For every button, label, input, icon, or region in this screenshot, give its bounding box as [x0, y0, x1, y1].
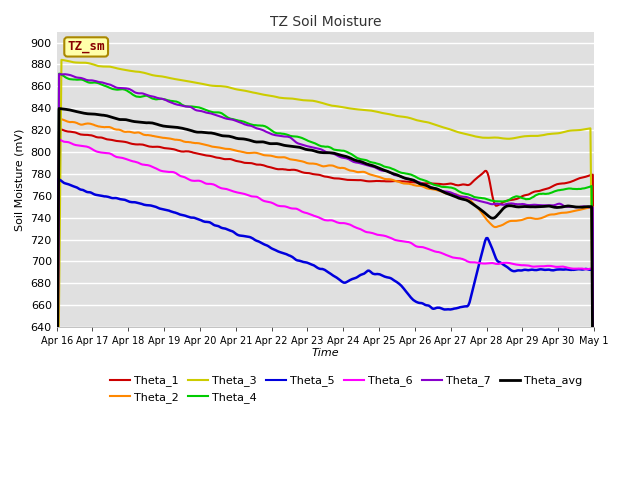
Theta_avg	[55, 106, 63, 111]
Theta_7	[583, 204, 591, 210]
Theta_4	[443, 184, 451, 190]
Theta_4	[114, 87, 122, 93]
Theta_6	[568, 266, 576, 272]
Theta_4	[53, 452, 61, 458]
Theta_6	[583, 266, 591, 272]
Theta_4	[583, 185, 591, 191]
Theta_7	[590, 409, 598, 415]
Theta_avg	[144, 120, 152, 126]
Theta_7	[443, 189, 451, 194]
Line: Theta_7: Theta_7	[57, 74, 594, 480]
Theta_5	[53, 459, 61, 465]
Theta_7	[357, 160, 365, 166]
Theta_1	[590, 385, 598, 391]
Theta_3	[568, 128, 576, 133]
Theta_5	[583, 266, 591, 272]
Line: Theta_1: Theta_1	[57, 129, 594, 480]
Theta_5	[114, 195, 122, 201]
Theta_avg	[583, 204, 591, 210]
Theta_avg	[568, 204, 576, 209]
Theta_2	[443, 191, 451, 196]
Legend: Theta_1, Theta_2, Theta_3, Theta_4, Theta_5, Theta_6, Theta_7, Theta_avg: Theta_1, Theta_2, Theta_3, Theta_4, Thet…	[105, 371, 587, 408]
Theta_3	[357, 107, 365, 113]
Theta_4	[568, 186, 576, 192]
Line: Theta_6: Theta_6	[57, 139, 594, 480]
Theta_2	[114, 127, 122, 132]
Line: Theta_avg: Theta_avg	[57, 108, 594, 480]
Theta_1	[55, 126, 63, 132]
Theta_2	[583, 205, 591, 211]
Theta_3	[590, 463, 598, 468]
Theta_1	[357, 177, 365, 183]
Theta_2	[568, 208, 576, 214]
Theta_5	[357, 272, 365, 278]
Theta_2	[144, 132, 152, 138]
Line: Theta_2: Theta_2	[57, 119, 594, 480]
Theta_1	[114, 138, 122, 144]
Theta_avg	[443, 191, 451, 196]
Theta_4	[357, 156, 365, 162]
Theta_7	[114, 85, 122, 91]
Theta_5	[144, 203, 152, 208]
Theta_1	[583, 173, 591, 179]
Theta_5	[568, 267, 576, 273]
Theta_7	[55, 71, 63, 77]
Theta_4	[144, 93, 152, 99]
Text: TZ_sm: TZ_sm	[67, 40, 105, 53]
Theta_avg	[357, 159, 365, 165]
Theta_6	[357, 227, 365, 232]
Theta_2	[590, 409, 598, 415]
Theta_1	[443, 181, 451, 187]
Line: Theta_3: Theta_3	[57, 60, 594, 480]
Theta_6	[114, 155, 122, 160]
Theta_6	[443, 252, 451, 258]
Line: Theta_5: Theta_5	[57, 180, 594, 480]
Theta_7	[144, 93, 152, 98]
Line: Theta_4: Theta_4	[57, 73, 594, 480]
Theta_6	[55, 136, 63, 142]
Theta_1	[144, 143, 152, 149]
Y-axis label: Soil Moisture (mV): Soil Moisture (mV)	[15, 128, 25, 230]
Theta_2	[56, 116, 64, 122]
Theta_3	[144, 71, 152, 77]
Theta_6	[590, 455, 598, 461]
Theta_6	[144, 162, 152, 168]
Theta_7	[568, 204, 576, 210]
Theta_5	[443, 307, 451, 312]
Theta_1	[568, 179, 576, 184]
Theta_3	[583, 126, 591, 132]
Theta_3	[114, 66, 122, 72]
X-axis label: Time: Time	[312, 348, 339, 358]
Title: TZ Soil Moisture: TZ Soil Moisture	[269, 15, 381, 29]
Theta_avg	[53, 473, 61, 479]
Theta_2	[357, 169, 365, 175]
Theta_3	[58, 57, 65, 63]
Theta_3	[443, 125, 451, 131]
Theta_4	[55, 71, 63, 76]
Theta_5	[54, 177, 61, 182]
Theta_avg	[114, 116, 122, 122]
